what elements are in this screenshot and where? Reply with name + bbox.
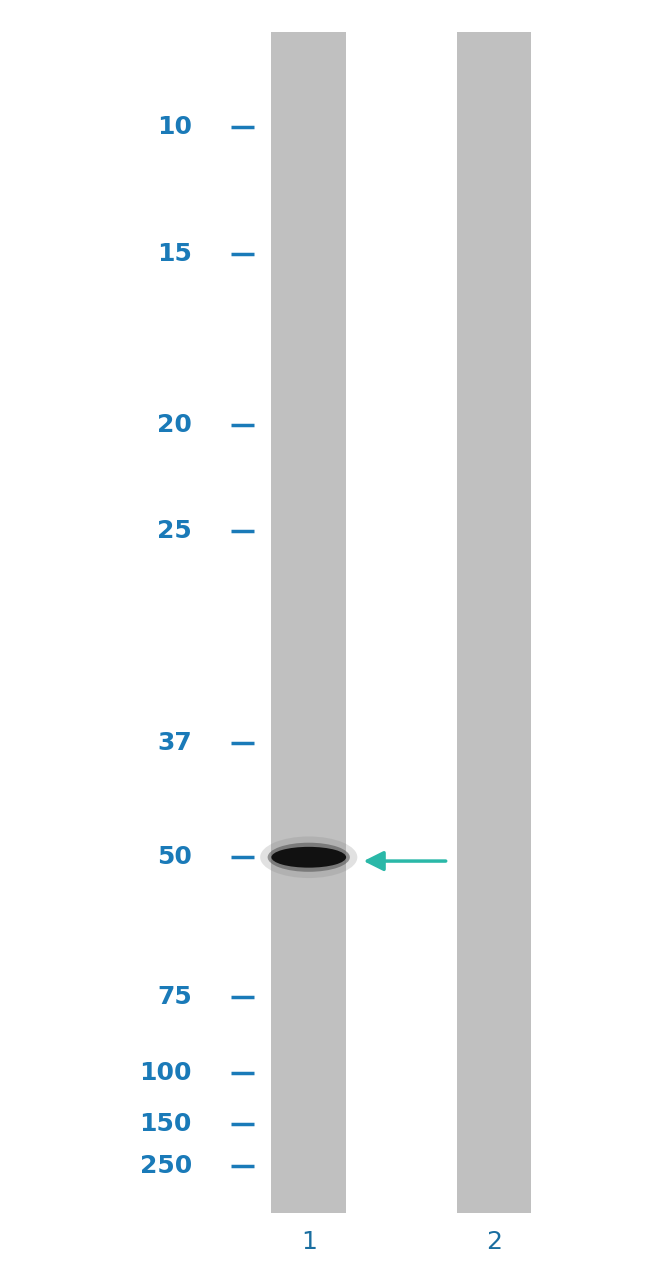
Ellipse shape — [272, 847, 346, 867]
Text: 20: 20 — [157, 414, 192, 437]
Text: 25: 25 — [157, 519, 192, 542]
Text: 150: 150 — [139, 1113, 192, 1135]
Text: 1: 1 — [301, 1231, 317, 1253]
Text: 250: 250 — [140, 1154, 192, 1177]
Text: 75: 75 — [157, 986, 192, 1008]
Text: 15: 15 — [157, 243, 192, 265]
Text: 2: 2 — [486, 1231, 502, 1253]
Text: 37: 37 — [157, 732, 192, 754]
Bar — [456, 32, 532, 1213]
Text: 10: 10 — [157, 116, 192, 138]
Ellipse shape — [260, 837, 358, 878]
Text: 100: 100 — [139, 1062, 192, 1085]
Ellipse shape — [268, 843, 350, 871]
Text: 50: 50 — [157, 846, 192, 869]
Bar — [272, 32, 346, 1213]
